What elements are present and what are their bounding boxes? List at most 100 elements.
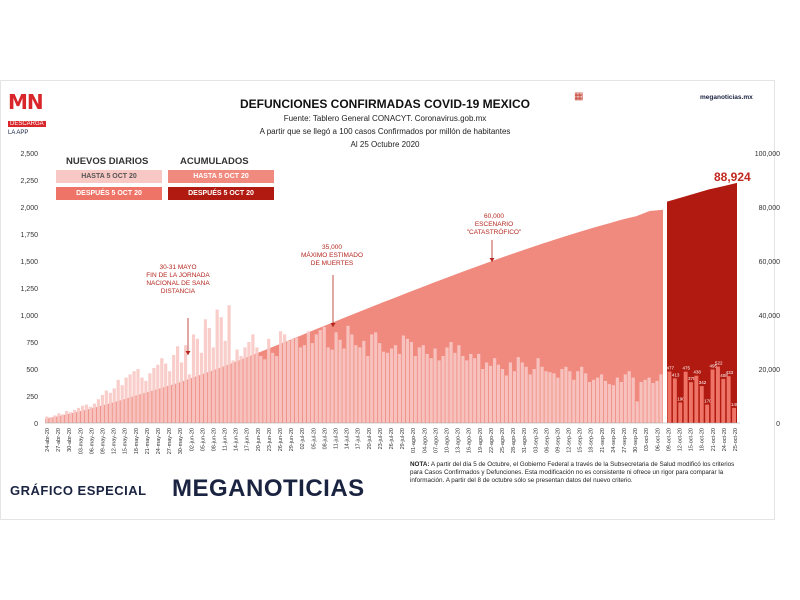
- x-tick-label: 27-abr-20: [56, 428, 62, 452]
- daily-bar-before: [92, 403, 96, 423]
- x-tick-label: 17-jun-20: [245, 428, 251, 451]
- x-tick-label: 12-may-20: [112, 428, 118, 454]
- daily-bar-before: [421, 345, 425, 423]
- annotation-arrowhead: [489, 258, 495, 262]
- daily-value-label: 433: [726, 370, 734, 375]
- daily-bar-before: [512, 371, 516, 423]
- logo-subtitle: LA APP: [8, 130, 29, 136]
- x-tick-label: 25-ago-20: [500, 428, 506, 453]
- daily-bar-after: [672, 378, 677, 423]
- chart-source: Fuente: Tablero General CONACYT. Coronav…: [283, 114, 487, 123]
- daily-bar-before: [279, 331, 283, 423]
- x-tick-label: 30-sep-20: [633, 428, 639, 453]
- daily-bar-before: [184, 345, 188, 423]
- x-tick-label: 09-may-20: [101, 428, 107, 454]
- x-tick-label: 26-jun-20: [278, 428, 284, 451]
- daily-bar-before: [81, 405, 85, 423]
- daily-bar-before: [390, 348, 394, 423]
- right-axis-tick-label: 100,000: [755, 151, 780, 158]
- daily-bar-before: [500, 369, 505, 423]
- daily-bar-before: [203, 319, 207, 423]
- right-axis-tick-label: 0: [776, 421, 780, 428]
- x-tick-label: 02-jul-20: [300, 428, 306, 449]
- daily-bar-before: [603, 380, 608, 423]
- daily-bar-before: [69, 412, 73, 423]
- daily-bar-before: [318, 330, 322, 423]
- legend-cum-before: HASTA 5 OCT 20: [168, 170, 274, 183]
- daily-bar-before: [231, 360, 235, 423]
- daily-bar-before: [271, 352, 275, 423]
- daily-bar-before: [473, 358, 477, 423]
- meganoticias-wordmark: MEGANOTICIAS: [172, 475, 365, 503]
- daily-bar-before: [211, 347, 215, 423]
- daily-value-label: 342: [699, 380, 707, 385]
- right-axis-tick-label: 20,000: [759, 367, 781, 374]
- daily-bar-after: [699, 386, 704, 423]
- daily-bar-before: [615, 377, 619, 423]
- x-tick-label: 23-jul-20: [378, 428, 384, 449]
- logo-tag: DESCARGA: [8, 121, 46, 127]
- annotation-text: 35,000: [322, 244, 342, 251]
- meganoticias-logo[interactable]: MN DESCARGA LA APP: [8, 90, 48, 136]
- daily-bar-before: [417, 347, 421, 423]
- logo-mark: MN: [8, 90, 44, 114]
- legend-daily-after: DESPUÉS 5 OCT 20: [56, 187, 162, 200]
- daily-bar-before: [104, 390, 108, 423]
- x-tick-label: 06-oct-20: [655, 428, 661, 451]
- left-axis-tick-label: 750: [26, 340, 38, 347]
- x-tick-label: 22-ago-20: [489, 428, 495, 453]
- x-tick-label: 30-may-20: [178, 428, 184, 454]
- daily-bar-before: [148, 373, 152, 423]
- x-tick-label: 09-oct-20: [666, 428, 672, 451]
- x-tick-label: 28-ago-20: [511, 428, 517, 453]
- daily-bar-before: [187, 374, 192, 423]
- daily-bar-before: [568, 371, 572, 423]
- daily-bar-before: [524, 366, 528, 423]
- daily-bar-before: [433, 348, 437, 423]
- x-tick-label: 24-abr-20: [45, 428, 51, 452]
- daily-bar-before: [354, 345, 358, 423]
- daily-bar-before: [302, 345, 306, 423]
- daily-bar-before: [457, 345, 461, 423]
- annotation-arrowhead: [330, 323, 336, 327]
- daily-bar-before: [53, 415, 57, 423]
- x-tick-label: 18-may-20: [134, 428, 140, 454]
- x-tick-label: 15-may-20: [123, 428, 129, 454]
- x-tick-label: 31-ago-20: [522, 428, 528, 453]
- daily-bar-before: [77, 407, 81, 423]
- daily-value-label: 495: [710, 364, 718, 369]
- x-tick-label: 11-jun-20: [223, 428, 229, 451]
- daily-bar-before: [132, 371, 136, 423]
- daily-bar-before: [592, 379, 596, 423]
- daily-bar-before: [362, 340, 366, 423]
- daily-bar-before: [413, 356, 417, 423]
- x-tick-label: 27-may-20: [167, 428, 173, 454]
- site-url[interactable]: meganoticias.mx: [700, 94, 753, 101]
- x-tick-label: 01-ago-20: [411, 428, 417, 453]
- daily-bar-before: [556, 377, 560, 423]
- annotation-text: FIN DE LA JORNADA: [146, 272, 210, 279]
- daily-bar-before: [176, 346, 180, 423]
- daily-bar-before: [120, 385, 124, 423]
- x-tick-label: 03-sep-20: [533, 428, 539, 453]
- daily-bar-before: [540, 366, 544, 423]
- daily-value-label: 477: [666, 366, 674, 371]
- grid-icon: ▦: [574, 91, 584, 102]
- daily-bar-before: [49, 417, 53, 423]
- daily-bar-before: [469, 353, 473, 423]
- x-tick-label: 18-oct-20: [700, 428, 706, 451]
- daily-bar-after: [721, 378, 726, 423]
- daily-bar-before: [584, 373, 588, 423]
- left-axis-tick-label: 0: [34, 421, 38, 428]
- daily-bar-before: [528, 374, 532, 423]
- x-tick-label: 03-may-20: [78, 428, 84, 454]
- daily-bar-before: [651, 383, 655, 423]
- daily-bar-before: [84, 404, 89, 423]
- legend-daily-heading: NUEVOS DIARIOS: [66, 156, 149, 167]
- left-axis-tick-label: 1,500: [20, 259, 38, 266]
- daily-bar-before: [168, 371, 172, 423]
- daily-bar-before: [124, 377, 128, 423]
- daily-bar-before: [322, 326, 326, 423]
- daily-bar-before: [180, 362, 184, 423]
- x-tick-label: 19-ago-20: [478, 428, 484, 453]
